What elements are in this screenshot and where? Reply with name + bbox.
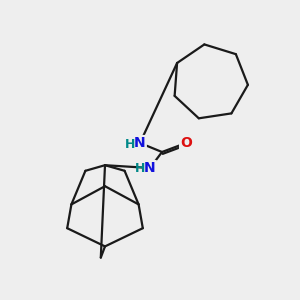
- Text: N: N: [144, 161, 156, 175]
- Text: O: O: [180, 136, 192, 150]
- Text: H: H: [135, 163, 145, 176]
- Text: H: H: [125, 137, 135, 151]
- Text: N: N: [134, 136, 146, 150]
